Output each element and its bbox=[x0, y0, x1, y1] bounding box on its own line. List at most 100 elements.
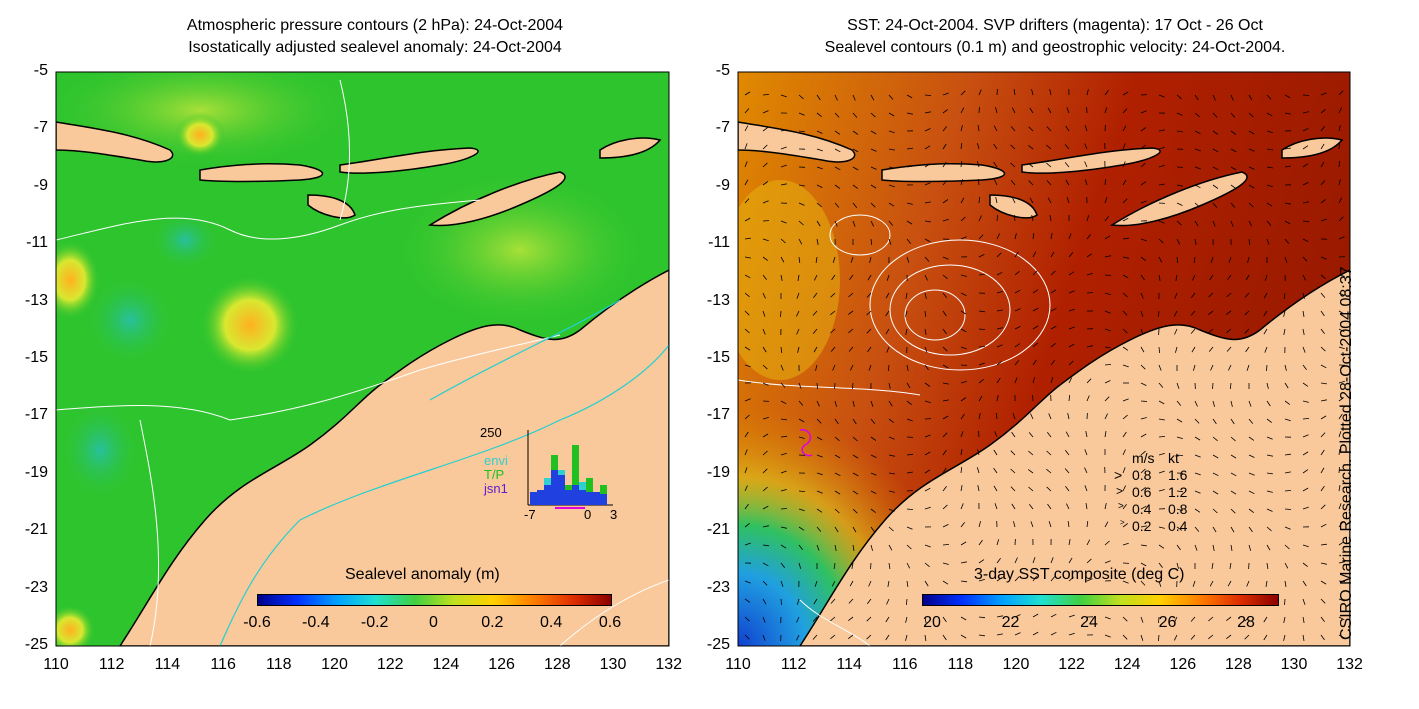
velocity-arrow bbox=[888, 94, 894, 100]
velocity-arrow bbox=[870, 436, 877, 441]
velocity-arrow bbox=[870, 472, 877, 476]
velocity-arrow bbox=[1212, 544, 1215, 551]
credit-text: CSIRO Marine Research. Plotted 28-Oct-20… bbox=[1338, 266, 1355, 640]
velocity-arrow bbox=[1338, 616, 1345, 621]
velocity-arrow bbox=[942, 199, 949, 204]
velocity-arrow bbox=[852, 472, 859, 477]
velocity-arrow bbox=[780, 94, 787, 98]
velocity-arrow bbox=[850, 364, 854, 371]
velocity-arrow bbox=[813, 598, 818, 605]
velocity-arrow bbox=[1230, 148, 1237, 153]
velocity-arrow bbox=[798, 418, 805, 423]
velocity-arrow bbox=[1302, 400, 1309, 403]
velocity-arrow bbox=[1248, 112, 1254, 118]
x-tick-label: 132 bbox=[1336, 656, 1363, 673]
velocity-arrow bbox=[1320, 180, 1326, 186]
velocity-arrow bbox=[1320, 485, 1325, 492]
velocity-arrow bbox=[1266, 562, 1269, 569]
velocity-arrow bbox=[814, 274, 818, 281]
velocity-arrow bbox=[1266, 490, 1273, 493]
sealevel-colorbar-label: Sealevel anomaly (m) bbox=[345, 566, 500, 583]
velocity-arrow bbox=[1140, 162, 1146, 168]
velocity-arrow bbox=[1247, 256, 1250, 263]
velocity-arrow bbox=[942, 364, 949, 369]
velocity-arrow bbox=[1338, 634, 1345, 639]
velocity-arrow bbox=[977, 161, 980, 168]
velocity-arrow bbox=[1104, 215, 1109, 222]
velocity-arrow bbox=[1338, 397, 1345, 402]
velocity-arrow bbox=[852, 508, 858, 514]
velocity-arrow bbox=[1122, 108, 1128, 114]
velocity-arrow bbox=[960, 179, 963, 186]
velocity-arrow bbox=[762, 468, 768, 474]
velocity-arrow bbox=[924, 238, 931, 243]
velocity-arrow bbox=[866, 292, 872, 298]
velocity-arrow bbox=[1226, 634, 1232, 640]
histogram-legend-item: jsn1 bbox=[484, 481, 508, 496]
velocity-arrow bbox=[834, 400, 837, 407]
velocity-arrow bbox=[780, 183, 787, 186]
velocity-arrow bbox=[1194, 400, 1198, 407]
velocity-arrow bbox=[1338, 310, 1345, 315]
velocity-arrow bbox=[780, 580, 784, 587]
velocity-arrow bbox=[762, 310, 766, 317]
colorbar-tick-label: 0.2 bbox=[481, 614, 504, 631]
velocity-arrow bbox=[1086, 253, 1093, 258]
velocity-arrow bbox=[1031, 215, 1034, 222]
velocity-arrow bbox=[1320, 562, 1327, 565]
velocity-arrow bbox=[976, 467, 980, 474]
velocity-arrow bbox=[1011, 431, 1016, 438]
velocity-arrow bbox=[1014, 614, 1021, 618]
velocity-arrow bbox=[832, 256, 836, 263]
velocity-arrow bbox=[1320, 92, 1327, 96]
velocity-arrow bbox=[1140, 310, 1144, 317]
velocity-arrow bbox=[906, 562, 911, 569]
velocity-arrow bbox=[1248, 436, 1255, 441]
velocity-arrow bbox=[1212, 202, 1218, 208]
velocity-arrow bbox=[834, 436, 840, 442]
velocity-arrow bbox=[1228, 256, 1232, 263]
velocity-arrow bbox=[1173, 634, 1178, 641]
velocity-arrow bbox=[870, 562, 872, 570]
colorbar-tick-label: 20 bbox=[923, 614, 941, 631]
velocity-arrow bbox=[1284, 544, 1290, 550]
velocity-arrow bbox=[798, 220, 804, 226]
velocity-arrow bbox=[942, 544, 950, 546]
velocity-arrow bbox=[905, 616, 908, 623]
velocity-arrow bbox=[852, 202, 858, 208]
velocity-arrow bbox=[1122, 217, 1129, 222]
velocity-arrow bbox=[744, 125, 749, 132]
velocity-arrow bbox=[780, 489, 787, 492]
velocity-arrow bbox=[1050, 359, 1055, 366]
velocity-arrow bbox=[848, 292, 854, 298]
velocity-arrow bbox=[993, 485, 998, 492]
velocity-arrow bbox=[1173, 310, 1178, 317]
velocity-arrow bbox=[849, 274, 854, 281]
velocity-arrow bbox=[1338, 466, 1340, 474]
velocity-arrow bbox=[1010, 450, 1016, 456]
velocity-arrow bbox=[834, 220, 838, 227]
velocity-key-kt: 0.8 bbox=[1168, 501, 1188, 517]
velocity-arrow bbox=[942, 180, 948, 186]
velocity-arrow bbox=[1014, 557, 1018, 564]
velocity-arrow bbox=[1032, 359, 1037, 366]
velocity-arrow bbox=[1140, 544, 1147, 547]
velocity-arrow bbox=[995, 197, 998, 204]
velocity-arrow bbox=[1302, 434, 1309, 438]
velocity-arrow bbox=[960, 634, 967, 639]
velocity-arrow bbox=[1158, 418, 1165, 421]
velocity-arrow bbox=[1302, 310, 1305, 317]
velocity-arrow bbox=[816, 238, 819, 245]
velocity-arrow bbox=[1263, 292, 1268, 299]
velocity-arrow bbox=[1085, 431, 1088, 438]
velocity-arrow bbox=[744, 598, 751, 603]
velocity-arrow bbox=[960, 90, 966, 96]
velocity-arrow bbox=[1283, 328, 1286, 335]
velocity-arrow bbox=[1230, 166, 1237, 171]
x-tick-label: 122 bbox=[376, 656, 404, 673]
velocity-arrow bbox=[1266, 148, 1273, 151]
velocity-arrow bbox=[1193, 256, 1196, 263]
velocity-arrow bbox=[977, 485, 980, 492]
y-tick-label: -17 bbox=[24, 406, 48, 424]
velocity-arrow bbox=[1320, 328, 1325, 335]
